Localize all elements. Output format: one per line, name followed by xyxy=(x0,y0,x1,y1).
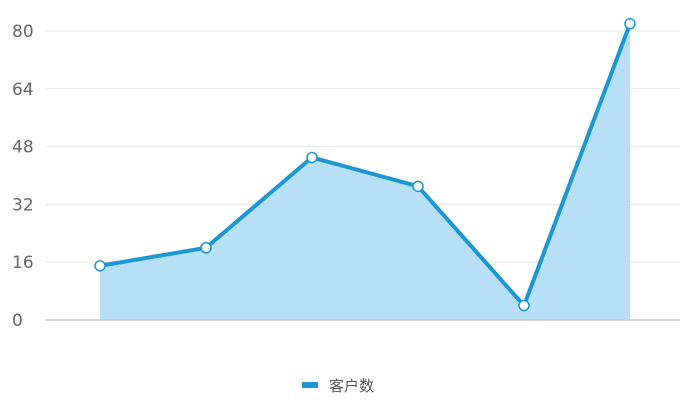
data-point xyxy=(200,242,212,254)
y-tick-label: 80 xyxy=(12,22,34,42)
y-tick-label: 32 xyxy=(12,195,34,215)
data-point xyxy=(94,260,106,272)
y-tick-label: 64 xyxy=(12,80,34,100)
data-point xyxy=(624,18,636,30)
data-point xyxy=(412,180,424,193)
y-tick-label: 0 xyxy=(12,311,23,331)
legend-label: 客户数 xyxy=(329,377,374,395)
legend[interactable]: 客户数 xyxy=(302,377,374,395)
data-point xyxy=(518,299,530,312)
y-tick-label: 48 xyxy=(12,138,34,158)
data-point xyxy=(306,151,318,164)
series-line xyxy=(99,23,632,308)
y-axis: 0 16 32 48 64 80 xyxy=(12,22,34,331)
y-tick-label: 16 xyxy=(12,253,34,273)
legend-swatch xyxy=(302,382,318,388)
data-points xyxy=(94,18,636,312)
